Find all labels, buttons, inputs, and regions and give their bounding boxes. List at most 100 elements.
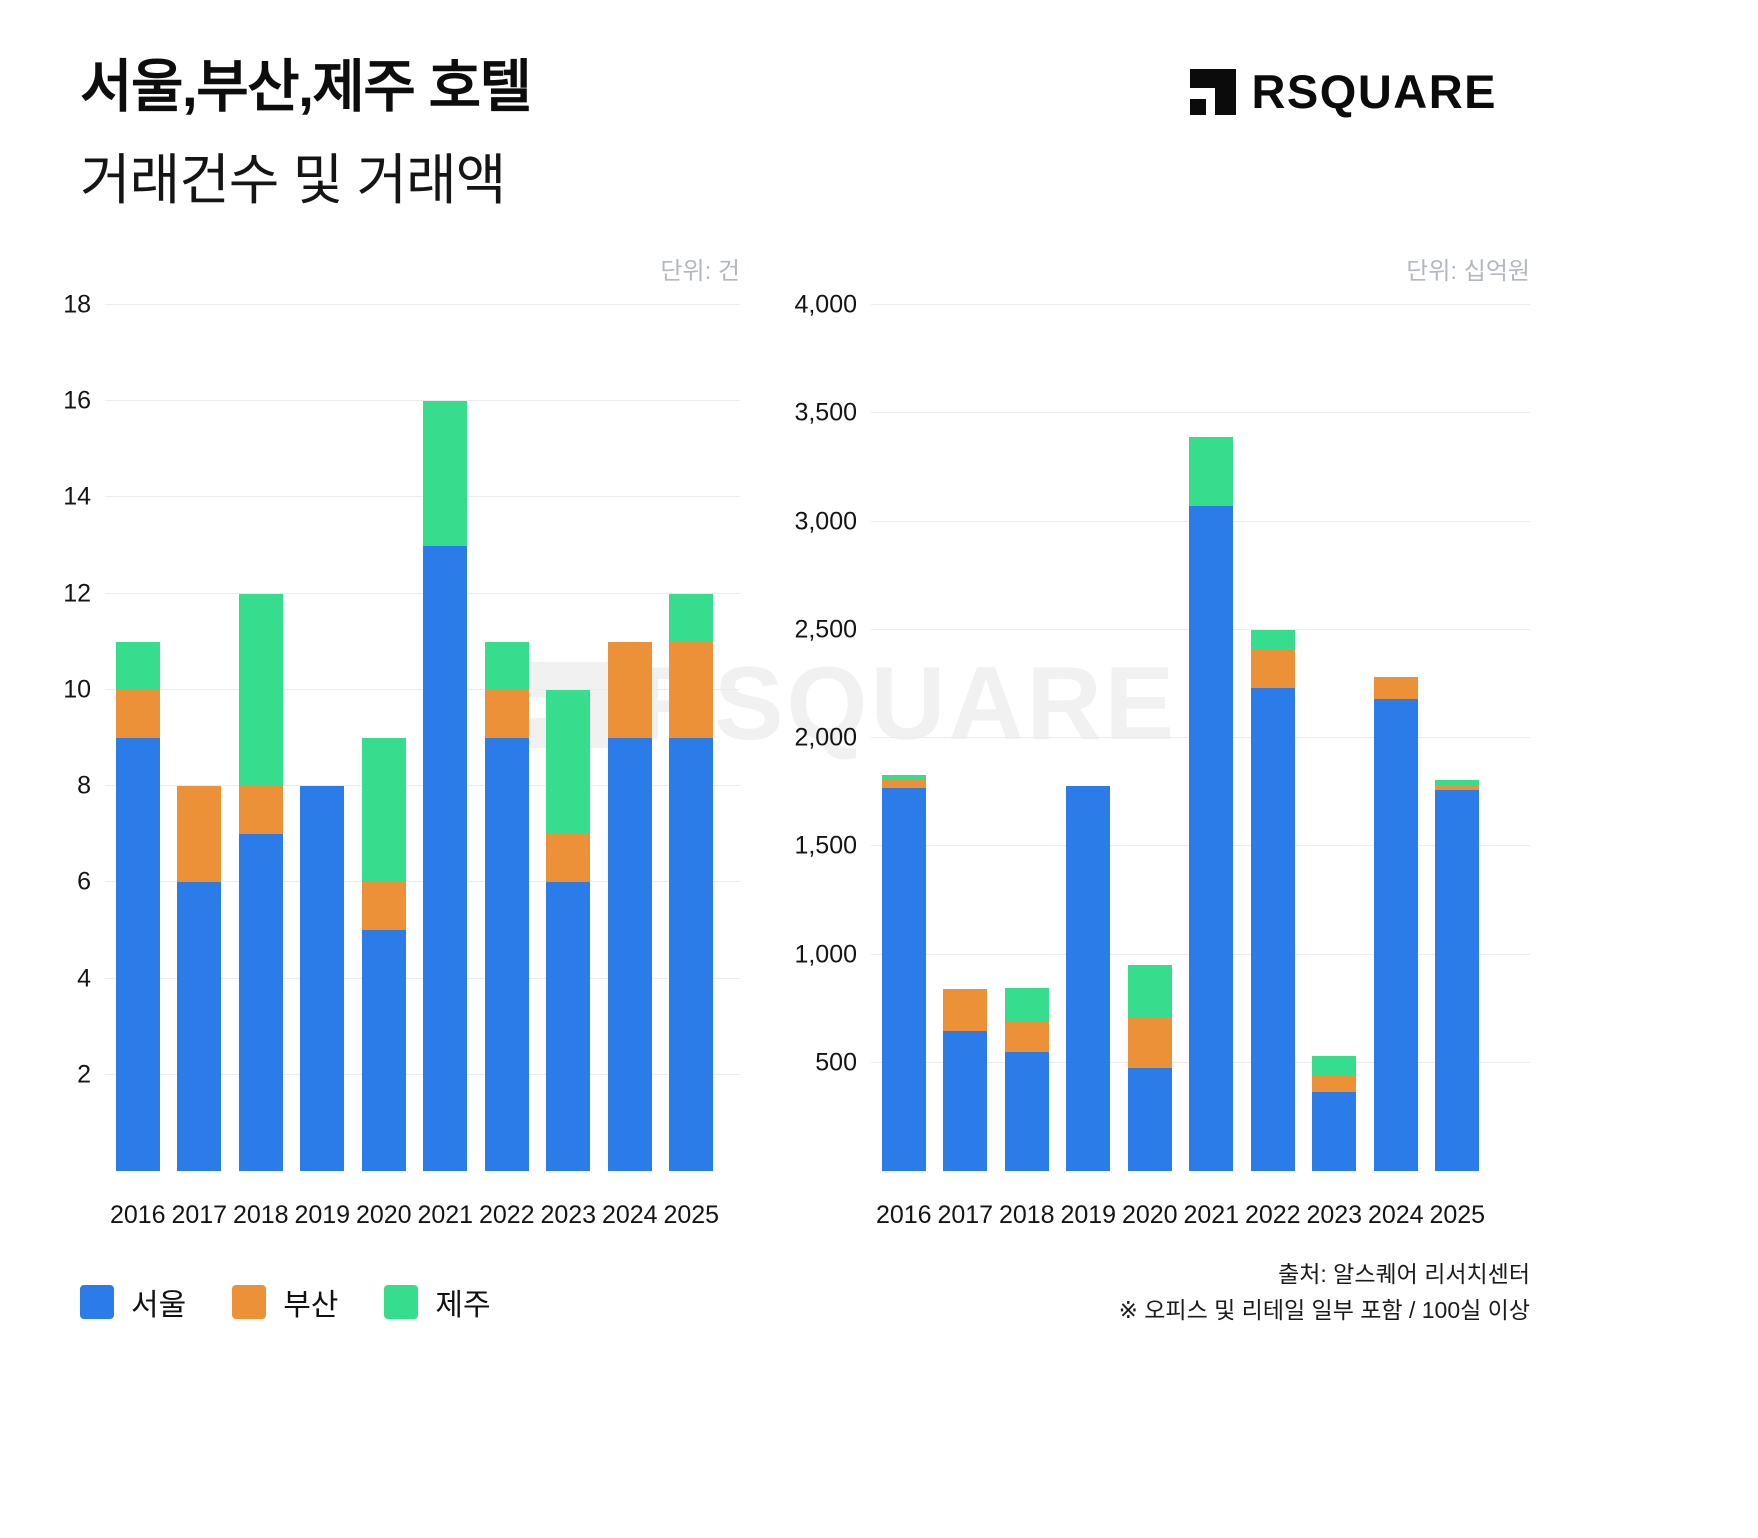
gridline bbox=[105, 592, 740, 594]
gridline bbox=[105, 977, 740, 979]
bar-segment-서울-2020 bbox=[1127, 1068, 1172, 1171]
x-tick-label-2018: 2018 bbox=[232, 1201, 289, 1229]
x-tick-label-2024: 2024 bbox=[1367, 1201, 1424, 1229]
y-tick-label: 18 bbox=[63, 290, 91, 319]
legend-swatch-제주 bbox=[384, 1285, 419, 1319]
bar-column-2021 bbox=[415, 305, 477, 1171]
x-tick-label-2019: 2019 bbox=[294, 1201, 351, 1229]
count-chart-grid: 2 4 6 8 10 12 14 16 18 bbox=[63, 291, 740, 1171]
bar-segment-제주-2018 bbox=[1004, 988, 1049, 1022]
bar-column-2018 bbox=[230, 305, 292, 1171]
bar-segment-부산-2025 bbox=[1435, 784, 1480, 790]
bar-segment-제주-2025 bbox=[1435, 780, 1480, 785]
y-tick-label: 12 bbox=[63, 579, 91, 608]
legend-item-서울: 서울 bbox=[80, 1280, 186, 1324]
legend-label-제주: 제주 bbox=[435, 1289, 491, 1322]
title-line-2: 거래건수 및 거래액 bbox=[80, 148, 506, 211]
bar-column-2024 bbox=[599, 305, 661, 1171]
y-tick-label: 10 bbox=[63, 675, 91, 704]
bar-segment-서울-2025 bbox=[1435, 789, 1480, 1171]
y-tick-label: 14 bbox=[63, 482, 91, 511]
bar-segment-부산-2016 bbox=[881, 779, 926, 788]
bar-segment-서울-2019 bbox=[1066, 785, 1111, 1171]
footer-notes: 출처: 알스퀘어 리서치센터 ※ 오피스 및 리테일 일부 포함 / 100실 … bbox=[1119, 1256, 1530, 1328]
bar-segment-제주-2020 bbox=[361, 738, 406, 883]
legend: 서울 부산 제주 bbox=[80, 1280, 491, 1324]
bar-segment-부산-2017 bbox=[943, 989, 988, 1032]
legend-item-부산: 부산 bbox=[232, 1280, 338, 1324]
page-title: 서울,부산,제주 호텔 거래건수 및 거래액 bbox=[80, 56, 532, 215]
source-note: 출처: 알스퀘어 리서치센터 bbox=[1278, 1261, 1530, 1287]
brand-logo: RSQUARE bbox=[1190, 64, 1497, 119]
bar-column-2018 bbox=[996, 305, 1058, 1171]
bar-segment-부산-2024 bbox=[1373, 677, 1418, 700]
x-tick-label-2021: 2021 bbox=[417, 1201, 474, 1229]
watermark-text: RSQUARE bbox=[636, 646, 1178, 762]
bar-segment-부산-2017 bbox=[177, 786, 222, 883]
bar-segment-서울-2022 bbox=[1250, 688, 1295, 1171]
x-tick-label-2020: 2020 bbox=[1121, 1201, 1178, 1229]
bar-segment-제주-2018 bbox=[238, 593, 283, 787]
bar-segment-서울-2019 bbox=[300, 786, 345, 1171]
bar-segment-제주-2021 bbox=[423, 401, 468, 546]
bar-segment-제주-2022 bbox=[484, 641, 529, 690]
x-tick-label-2018: 2018 bbox=[998, 1201, 1055, 1229]
bar-segment-서울-2022 bbox=[484, 738, 529, 1171]
x-tick-label-2022: 2022 bbox=[478, 1201, 535, 1229]
bar-segment-서울-2017 bbox=[943, 1031, 988, 1171]
brand-name: RSQUARE bbox=[1251, 65, 1497, 118]
bar-segment-제주-2020 bbox=[1127, 965, 1172, 1019]
y-tick-label: 2,000 bbox=[794, 723, 857, 752]
count-chart-x-axis: 2016 2017 2018 2019 2020 2021 2022 2023 2024 2025 bbox=[107, 1201, 722, 1230]
bar-column-2020 bbox=[1119, 305, 1181, 1171]
bar-column-2025 bbox=[661, 305, 723, 1171]
scope-note: ※ 오피스 및 리테일 일부 포함 / 100실 이상 bbox=[1118, 1297, 1530, 1323]
transaction-amount-chart: 단위: 십억원 500 1,000 1,500 2,000 2,500 3,000 3,50… bbox=[794, 258, 1530, 1229]
bar-column-2023 bbox=[538, 305, 600, 1171]
x-tick-label-2020: 2020 bbox=[355, 1201, 412, 1229]
y-tick-label: 4,000 bbox=[794, 290, 857, 319]
bar-column-2016 bbox=[107, 305, 169, 1171]
y-tick-label: 4 bbox=[77, 964, 91, 993]
bar-segment-서울-2023 bbox=[546, 882, 591, 1171]
gridline bbox=[105, 881, 740, 883]
bar-segment-부산-2022 bbox=[484, 689, 529, 738]
amount-chart-x-axis: 2016 2017 2018 2019 2020 2021 2022 2023 2024 2025 bbox=[873, 1201, 1488, 1230]
bar-segment-서울-2016 bbox=[881, 787, 926, 1171]
x-tick-label-2016: 2016 bbox=[109, 1201, 166, 1229]
bar-segment-서울-2017 bbox=[177, 882, 222, 1171]
transaction-count-chart: 단위: 건 2 4 6 8 10 12 14 16 18 2016 2017 2018 2019 202… bbox=[63, 258, 740, 1229]
amount-chart-bars bbox=[873, 305, 1488, 1171]
x-tick-label-2021: 2021 bbox=[1183, 1201, 1240, 1229]
bar-column-2022 bbox=[476, 305, 538, 1171]
bar-column-2017 bbox=[935, 305, 997, 1171]
x-tick-label-2022: 2022 bbox=[1244, 1201, 1301, 1229]
y-tick-label: 500 bbox=[815, 1048, 857, 1077]
bar-segment-부산-2016 bbox=[115, 689, 160, 738]
gridline bbox=[105, 400, 740, 402]
x-tick-label-2019: 2019 bbox=[1060, 1201, 1117, 1229]
legend-item-제주: 제주 bbox=[384, 1280, 491, 1324]
x-tick-label-2017: 2017 bbox=[937, 1201, 994, 1229]
bar-column-2016 bbox=[873, 305, 935, 1171]
bar-segment-제주-2025 bbox=[669, 593, 714, 642]
legend-label-서울: 서울 bbox=[131, 1289, 187, 1322]
bar-segment-제주-2021 bbox=[1189, 437, 1234, 507]
x-tick-label-2025: 2025 bbox=[1429, 1201, 1486, 1229]
gridline bbox=[105, 785, 740, 787]
bar-segment-제주-2023 bbox=[1312, 1056, 1357, 1075]
bar-segment-서울-2023 bbox=[1312, 1091, 1357, 1171]
bar-segment-제주-2022 bbox=[1250, 629, 1295, 650]
bar-segment-서울-2021 bbox=[423, 545, 468, 1171]
gridline bbox=[105, 1073, 740, 1075]
bar-segment-서울-2024 bbox=[607, 738, 652, 1171]
x-tick-label-2024: 2024 bbox=[601, 1201, 658, 1229]
y-tick-label: 1,000 bbox=[794, 940, 857, 968]
bar-column-2019 bbox=[1058, 305, 1120, 1171]
y-tick-label: 6 bbox=[77, 867, 91, 896]
legend-swatch-부산 bbox=[232, 1285, 267, 1319]
bar-segment-부산-2018 bbox=[1004, 1021, 1049, 1052]
x-tick-label-2023: 2023 bbox=[1306, 1201, 1363, 1229]
y-tick-label: 3,500 bbox=[794, 398, 857, 427]
bar-segment-서울-2025 bbox=[669, 738, 714, 1171]
